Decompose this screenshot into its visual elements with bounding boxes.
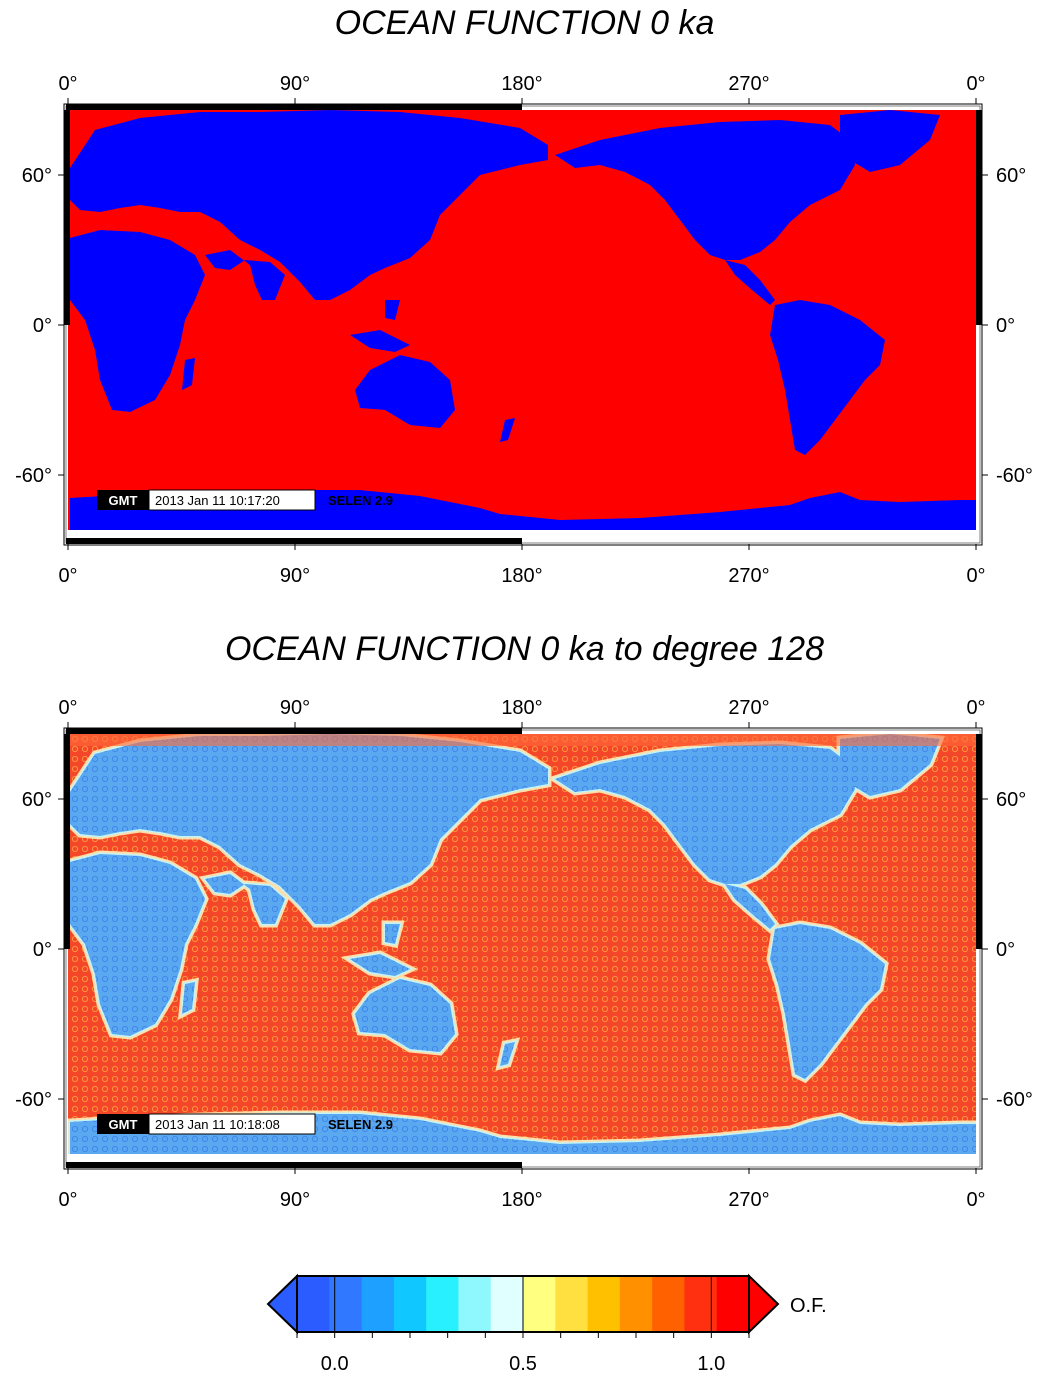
colorbar-high-arrow	[748, 1273, 780, 1335]
map-2-top-lon-tick: 0°	[966, 697, 985, 719]
colorbar-segment	[361, 1276, 395, 1332]
colorbar-segment	[652, 1276, 685, 1332]
colorbar-low-arrow	[266, 1273, 298, 1335]
map-1-top-lon-tick: 270°	[728, 73, 769, 95]
colorbar-tick-label: 0.5	[509, 1353, 537, 1375]
colorbar-segment	[458, 1276, 492, 1332]
colorbar: 0.0 0.5 1.0 O.F.	[266, 1273, 827, 1375]
map-2-right-lat-tick: -60°	[996, 1089, 1033, 1111]
colorbar-segment	[587, 1276, 621, 1332]
map-1: 0° 90° 180° 270° 0° 0° 90° 180° 270° 0° …	[15, 73, 1033, 587]
map-1-right-lat-tick: 60°	[996, 165, 1026, 187]
colorbar-segment	[426, 1276, 459, 1332]
map-2-right-lat-tick: 0°	[996, 939, 1015, 961]
map-2-bottom-lon-tick: 270°	[728, 1189, 769, 1211]
colorbar-segment	[684, 1276, 718, 1332]
map-1-left-lat-tick: -60°	[15, 465, 52, 487]
map-1-left-lat-tick: 0°	[33, 315, 52, 337]
colorbar-segment	[393, 1276, 427, 1332]
map-1-gmt-stamp: GMT 2013 Jan 11 10:17:20 SELEN 2.9	[97, 489, 393, 511]
map-1-bottom-lon-tick: 180°	[501, 565, 542, 587]
map-2-top-lon-tick: 90°	[280, 697, 310, 719]
map-2-top-lon-tick: 270°	[728, 697, 769, 719]
map-1-top-lon-tick: 0°	[58, 73, 77, 95]
map-2-top-lon-tick: 180°	[501, 697, 542, 719]
map-2: 0° 90° 180° 270° 0° 0° 90° 180° 270° 0° …	[15, 697, 1033, 1211]
map-2-left-lat-tick: 0°	[33, 939, 52, 961]
colorbar-tick-label: 1.0	[697, 1353, 725, 1375]
map-2-right-lat-tick: 60°	[996, 789, 1026, 811]
map-1-title: OCEAN FUNCTION 0 ka	[334, 4, 715, 42]
map-1-right-lat-tick: 0°	[996, 315, 1015, 337]
map-2-tag: SELEN 2.9	[328, 1117, 393, 1132]
colorbar-segment	[716, 1276, 750, 1332]
map-1-bottom-lon-tick: 0°	[58, 565, 77, 587]
map-2-bottom-lon-tick: 90°	[280, 1189, 310, 1211]
gmt-logo: GMT	[109, 493, 138, 508]
map-1-right-lat-tick: -60°	[996, 465, 1033, 487]
colorbar-segment	[523, 1276, 556, 1332]
map-2-bottom-lon-tick: 0°	[58, 1189, 77, 1211]
map-1-top-lon-tick: 90°	[280, 73, 310, 95]
map-1-bottom-lon-tick: 270°	[728, 565, 769, 587]
map-2-bottom-lon-tick: 0°	[966, 1189, 985, 1211]
gmt-logo: GMT	[109, 1117, 138, 1132]
map-1-timestamp: 2013 Jan 11 10:17:20	[155, 493, 280, 508]
map-2-gmt-stamp: GMT 2013 Jan 11 10:18:08 SELEN 2.9	[97, 1113, 393, 1135]
colorbar-segment	[490, 1276, 524, 1332]
map-2-left-lat-tick: -60°	[15, 1089, 52, 1111]
map-1-bottom-lon-tick: 90°	[280, 565, 310, 587]
map-2-bottom-lon-tick: 180°	[501, 1189, 542, 1211]
map-1-top-lon-tick: 0°	[966, 73, 985, 95]
colorbar-unit-label: O.F.	[790, 1295, 827, 1317]
colorbar-segment	[555, 1276, 589, 1332]
colorbar-segments	[297, 1276, 750, 1332]
colorbar-segment	[297, 1276, 330, 1332]
colorbar-segment	[619, 1276, 653, 1332]
map-1-left-lat-tick: 60°	[22, 165, 52, 187]
map-1-bottom-lon-tick: 0°	[966, 565, 985, 587]
map-1-tag: SELEN 2.9	[328, 493, 393, 508]
colorbar-tick-label: 0.0	[321, 1353, 349, 1375]
map-2-top-lon-tick: 0°	[58, 697, 77, 719]
map-2-left-lat-tick: 60°	[22, 789, 52, 811]
map-2-title: OCEAN FUNCTION 0 ka to degree 128	[224, 630, 824, 668]
map-1-top-lon-tick: 180°	[501, 73, 542, 95]
map-2-timestamp: 2013 Jan 11 10:18:08	[155, 1117, 280, 1132]
